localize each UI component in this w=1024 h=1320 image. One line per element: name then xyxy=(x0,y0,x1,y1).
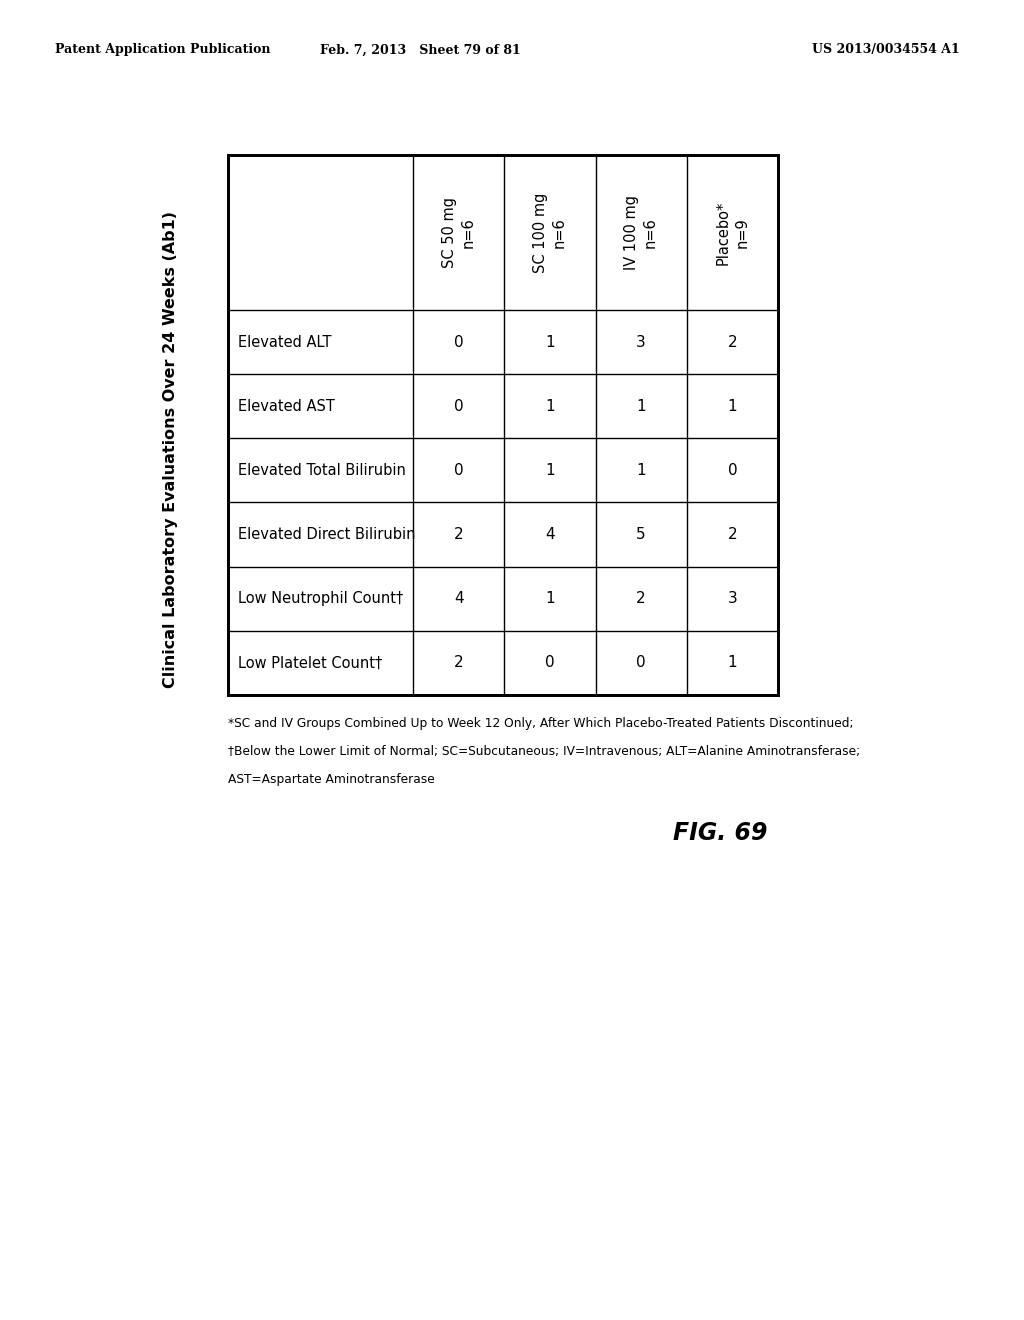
Text: 0: 0 xyxy=(454,334,464,350)
Text: AST=Aspartate Aminotransferase: AST=Aspartate Aminotransferase xyxy=(228,774,435,785)
Text: SC 50 mg
n=6: SC 50 mg n=6 xyxy=(441,197,475,268)
Text: Low Platelet Count†: Low Platelet Count† xyxy=(238,656,382,671)
Text: 0: 0 xyxy=(636,656,646,671)
Text: IV 100 mg
n=6: IV 100 mg n=6 xyxy=(625,195,658,271)
Text: FIG. 69: FIG. 69 xyxy=(673,821,767,845)
Text: 2: 2 xyxy=(454,527,464,543)
Text: 0: 0 xyxy=(454,463,464,478)
Text: 0: 0 xyxy=(454,399,464,413)
Text: 1: 1 xyxy=(545,463,555,478)
Text: 1: 1 xyxy=(545,399,555,413)
Text: Patent Application Publication: Patent Application Publication xyxy=(55,44,270,57)
Text: Elevated Total Bilirubin: Elevated Total Bilirubin xyxy=(238,463,406,478)
Text: 1: 1 xyxy=(728,656,737,671)
Text: Elevated Direct Bilirubin: Elevated Direct Bilirubin xyxy=(238,527,416,543)
Text: Elevated AST: Elevated AST xyxy=(238,399,335,413)
Text: Feb. 7, 2013   Sheet 79 of 81: Feb. 7, 2013 Sheet 79 of 81 xyxy=(319,44,520,57)
Text: Placebo*
n=9: Placebo* n=9 xyxy=(716,201,750,265)
Text: 1: 1 xyxy=(728,399,737,413)
Bar xyxy=(228,154,778,696)
Text: 4: 4 xyxy=(454,591,464,606)
Text: 2: 2 xyxy=(636,591,646,606)
Text: Elevated ALT: Elevated ALT xyxy=(238,334,332,350)
Text: 5: 5 xyxy=(636,527,646,543)
Text: 2: 2 xyxy=(454,656,464,671)
Text: 2: 2 xyxy=(728,334,737,350)
Text: 0: 0 xyxy=(728,463,737,478)
Text: 4: 4 xyxy=(545,527,555,543)
Text: †Below the Lower Limit of Normal; SC=Subcutaneous; IV=Intravenous; ALT=Alanine A: †Below the Lower Limit of Normal; SC=Sub… xyxy=(228,744,860,758)
Text: 0: 0 xyxy=(545,656,555,671)
Text: Low Neutrophil Count†: Low Neutrophil Count† xyxy=(238,591,403,606)
Text: 1: 1 xyxy=(545,591,555,606)
Text: SC 100 mg
n=6: SC 100 mg n=6 xyxy=(534,193,566,273)
Text: US 2013/0034554 A1: US 2013/0034554 A1 xyxy=(812,44,961,57)
Text: 3: 3 xyxy=(636,334,646,350)
Text: 1: 1 xyxy=(636,463,646,478)
Text: *SC and IV Groups Combined Up to Week 12 Only, After Which Placebo-Treated Patie: *SC and IV Groups Combined Up to Week 12… xyxy=(228,717,853,730)
Text: 1: 1 xyxy=(636,399,646,413)
Text: Clinical Laboratory Evaluations Over 24 Weeks (Ab1): Clinical Laboratory Evaluations Over 24 … xyxy=(163,211,177,689)
Text: 3: 3 xyxy=(727,591,737,606)
Text: 1: 1 xyxy=(545,334,555,350)
Text: 2: 2 xyxy=(728,527,737,543)
